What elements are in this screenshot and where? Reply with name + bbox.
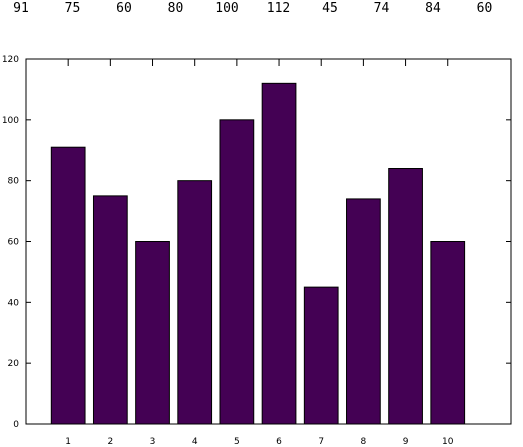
y-axis: 0 20 40 60 80 100 120 xyxy=(2,55,511,430)
y-tick-label: 80 xyxy=(8,177,20,187)
x-tick-label: 5 xyxy=(234,437,240,447)
y-tick-label: 60 xyxy=(8,238,20,248)
x-tick-label: 9 xyxy=(403,437,409,447)
bar-1 xyxy=(50,146,86,425)
y-tick-label: 40 xyxy=(8,298,20,308)
top-value-label: 75 xyxy=(65,1,81,16)
top-value-label: 84 xyxy=(425,1,441,16)
x-tick-label: 7 xyxy=(318,437,324,447)
top-value-label: 100 xyxy=(215,1,238,16)
bar-8 xyxy=(346,198,381,425)
y-tick-label: 0 xyxy=(13,420,19,430)
bar-3 xyxy=(135,241,170,425)
top-value-label: 80 xyxy=(168,1,184,16)
top-value-label: 60 xyxy=(116,1,132,16)
x-tick-label: 2 xyxy=(107,437,113,447)
y-tick-label: 100 xyxy=(2,116,19,126)
bar-6 xyxy=(261,82,297,425)
top-value-label: 45 xyxy=(322,1,338,16)
bar-7 xyxy=(303,286,339,425)
bar-4 xyxy=(177,180,213,425)
top-value-label: 74 xyxy=(374,1,390,16)
top-value-label: 112 xyxy=(267,1,290,16)
x-tick-label: 8 xyxy=(361,437,367,447)
bar-2 xyxy=(92,195,128,425)
x-tick-label: 10 xyxy=(442,437,454,447)
bars xyxy=(50,82,466,425)
x-tick-label: 4 xyxy=(192,437,198,447)
top-value-label: 60 xyxy=(477,1,493,16)
bar-5 xyxy=(219,119,255,425)
x-tick-label: 1 xyxy=(65,437,71,447)
x-tick-label: 6 xyxy=(276,437,282,447)
bar-10 xyxy=(430,241,466,425)
bar-9 xyxy=(388,168,423,425)
top-value-labels: 91 75 60 80 100 112 45 74 84 60 xyxy=(13,1,492,16)
x-tick-label: 3 xyxy=(150,437,156,447)
y-tick-label: 120 xyxy=(2,55,19,65)
y-tick-label: 20 xyxy=(8,359,20,369)
top-value-label: 91 xyxy=(13,1,29,16)
